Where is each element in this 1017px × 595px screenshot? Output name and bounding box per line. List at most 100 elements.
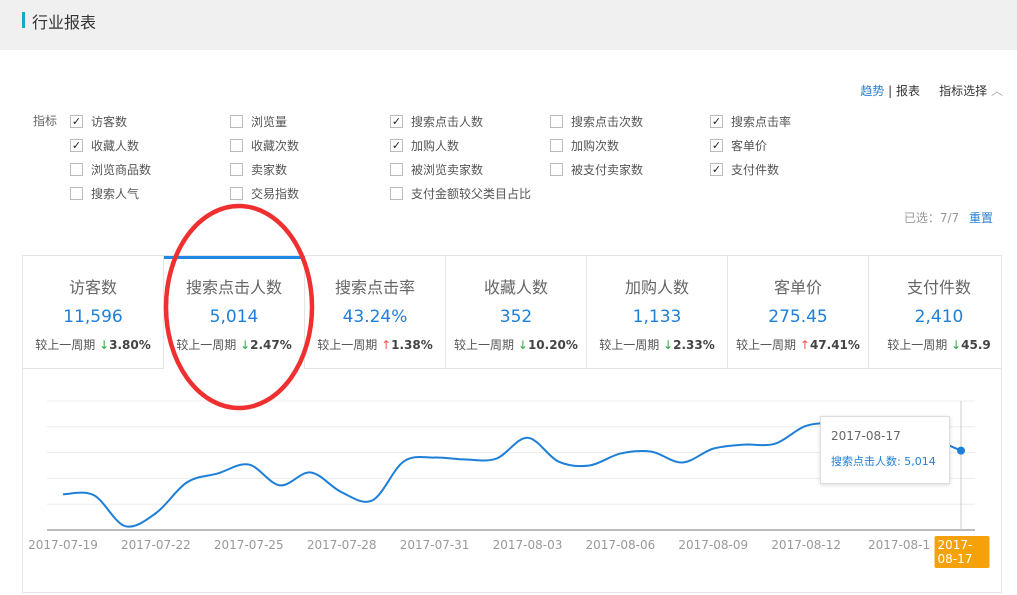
compare-pct: 47.41%	[809, 338, 860, 352]
metric-card[interactable]: 收藏人数 352 较上一周期 ↓10.20%	[446, 256, 587, 369]
x-tick-label: 2017-08-06	[585, 538, 656, 552]
metric-option[interactable]: ✓ 收藏人数	[70, 137, 139, 154]
card-name: 收藏人数	[483, 278, 548, 297]
compare-label: 较上一周期	[736, 338, 797, 352]
card-value: 43.24%	[342, 307, 408, 327]
metric-card[interactable]: 客单价 275.45 较上一周期 ↑47.41%	[728, 256, 869, 369]
card-compare: 较上一周期 ↑1.38%	[305, 336, 445, 353]
metric-option[interactable]: 搜索人气	[70, 185, 139, 202]
x-tick-label: 2017-08-09	[678, 538, 749, 552]
metric-option[interactable]: 加购次数	[550, 137, 619, 154]
x-tick-label: 2017-07-25	[213, 538, 284, 552]
selected-text: 已选：7/7	[903, 211, 960, 225]
checkbox[interactable]: ✓	[390, 139, 403, 152]
metric-option[interactable]: ✓ 客单价	[710, 137, 767, 154]
metric-option[interactable]: ✓ 搜索点击人数	[390, 113, 483, 130]
selected-count: 已选：7/7 重置	[904, 209, 993, 226]
x-tick-label: 2017-07-19	[28, 538, 98, 552]
view-toggle: 趋势 | 报表 指标选择 ︿	[860, 82, 1003, 99]
checkbox[interactable]: ✓	[70, 139, 83, 152]
metric-option[interactable]: 浏览商品数	[70, 161, 151, 178]
report-tab[interactable]: 报表	[896, 84, 921, 98]
option-label: 搜索点击次数	[571, 115, 644, 129]
card-compare: 较上一周期 ↓2.33%	[587, 336, 727, 353]
x-tick-label: 2017-07-28	[306, 538, 377, 552]
metric-option[interactable]: ✓ 搜索点击率	[710, 113, 791, 130]
metric-option[interactable]: ✓ 访客数	[70, 113, 127, 130]
checkbox[interactable]	[390, 187, 403, 200]
checkbox[interactable]	[550, 163, 563, 176]
card-compare: 较上一周期 ↓10.20%	[446, 336, 586, 353]
metric-card[interactable]: 支付件数 2,410 较上一周期 ↓45.9	[869, 256, 1001, 369]
card-name: 支付件数	[906, 278, 971, 297]
option-label: 交易指数	[251, 187, 300, 201]
metric-card[interactable]: 搜索点击率 43.24% 较上一周期 ↑1.38%	[305, 256, 446, 369]
arrow-down-icon: ↓	[517, 338, 528, 352]
checkbox[interactable]: ✓	[710, 115, 723, 128]
checkbox[interactable]: ✓	[710, 163, 723, 176]
metric-option[interactable]: 支付金额较父类目占比	[390, 185, 531, 202]
metric-select-button[interactable]: 指标选择	[939, 84, 988, 98]
metric-option[interactable]: 被浏览卖家数	[390, 161, 483, 178]
compare-label: 较上一周期	[35, 338, 96, 352]
metric-option[interactable]: ✓ 支付件数	[710, 161, 779, 178]
metric-option[interactable]: 被支付卖家数	[550, 161, 643, 178]
checkbox[interactable]	[230, 115, 243, 128]
metric-option[interactable]: 收藏次数	[230, 137, 299, 154]
compare-pct: 10.20%	[527, 338, 578, 352]
option-label: 搜索人气	[91, 187, 140, 201]
compare-pct: 45.9	[961, 338, 991, 352]
checkbox[interactable]	[230, 139, 243, 152]
compare-pct: 1.38%	[391, 338, 433, 352]
card-value: 11,596	[63, 307, 123, 327]
card-compare: 较上一周期 ↓3.80%	[23, 336, 163, 353]
trend-tab[interactable]: 趋势	[860, 84, 885, 98]
option-label: 收藏人数	[91, 139, 140, 153]
page-title: 行业报表	[32, 13, 97, 32]
checkbox[interactable]	[550, 115, 563, 128]
compare-label: 较上一周期	[599, 338, 660, 352]
checkbox[interactable]: ✓	[70, 115, 83, 128]
arrow-up-icon: ↑	[381, 338, 392, 352]
option-label: 搜索点击率	[731, 115, 792, 129]
checkbox[interactable]	[70, 187, 83, 200]
metric-card[interactable]: 访客数 11,596 较上一周期 ↓3.80%	[23, 256, 164, 369]
option-label: 支付件数	[731, 163, 780, 177]
x-tick-label: 2017-08-12	[771, 538, 842, 552]
arrow-down-icon: ↓	[663, 338, 674, 352]
arrow-down-icon: ↓	[951, 338, 962, 352]
card-name: 客单价	[773, 278, 822, 297]
metric-option[interactable]: ✓ 加购人数	[390, 137, 459, 154]
checkbox[interactable]	[390, 163, 403, 176]
checkbox[interactable]	[70, 163, 83, 176]
metric-card[interactable]: 加购人数 1,133 较上一周期 ↓2.33%	[587, 256, 728, 369]
page-header: 行业报表	[0, 0, 1017, 50]
metrics-label: 指标	[33, 114, 58, 128]
reset-link[interactable]: 重置	[968, 211, 993, 225]
option-label: 支付金额较父类目占比	[411, 187, 532, 201]
data-point[interactable]	[957, 446, 965, 455]
x-tick-label: 2017-08-1	[868, 538, 931, 552]
x-tick-label: 2017-08-03	[492, 538, 563, 552]
checkbox[interactable]	[550, 139, 563, 152]
x-tick-label: 2017-07-31	[399, 538, 470, 552]
checkbox[interactable]	[230, 187, 243, 200]
metric-option[interactable]: 卖家数	[230, 161, 287, 178]
compare-label: 较上一周期	[887, 338, 948, 352]
series-line	[62, 422, 962, 528]
checkbox[interactable]: ✓	[710, 139, 723, 152]
option-label: 浏览量	[251, 115, 288, 129]
option-label: 收藏次数	[251, 139, 300, 153]
option-label: 访客数	[91, 115, 128, 129]
metric-option[interactable]: 搜索点击次数	[550, 113, 643, 130]
metric-option[interactable]: 浏览量	[230, 113, 287, 130]
chevron-up-icon[interactable]: ︿	[990, 84, 1003, 98]
metric-option[interactable]: 交易指数	[230, 185, 299, 202]
checkbox[interactable]: ✓	[390, 115, 403, 128]
separator: |	[888, 84, 893, 98]
card-value: 275.45	[768, 307, 828, 327]
checkbox[interactable]	[230, 163, 243, 176]
compare-pct: 3.80%	[109, 338, 151, 352]
arrow-up-icon: ↑	[799, 338, 810, 352]
card-compare: 较上一周期 ↑47.41%	[728, 336, 868, 353]
